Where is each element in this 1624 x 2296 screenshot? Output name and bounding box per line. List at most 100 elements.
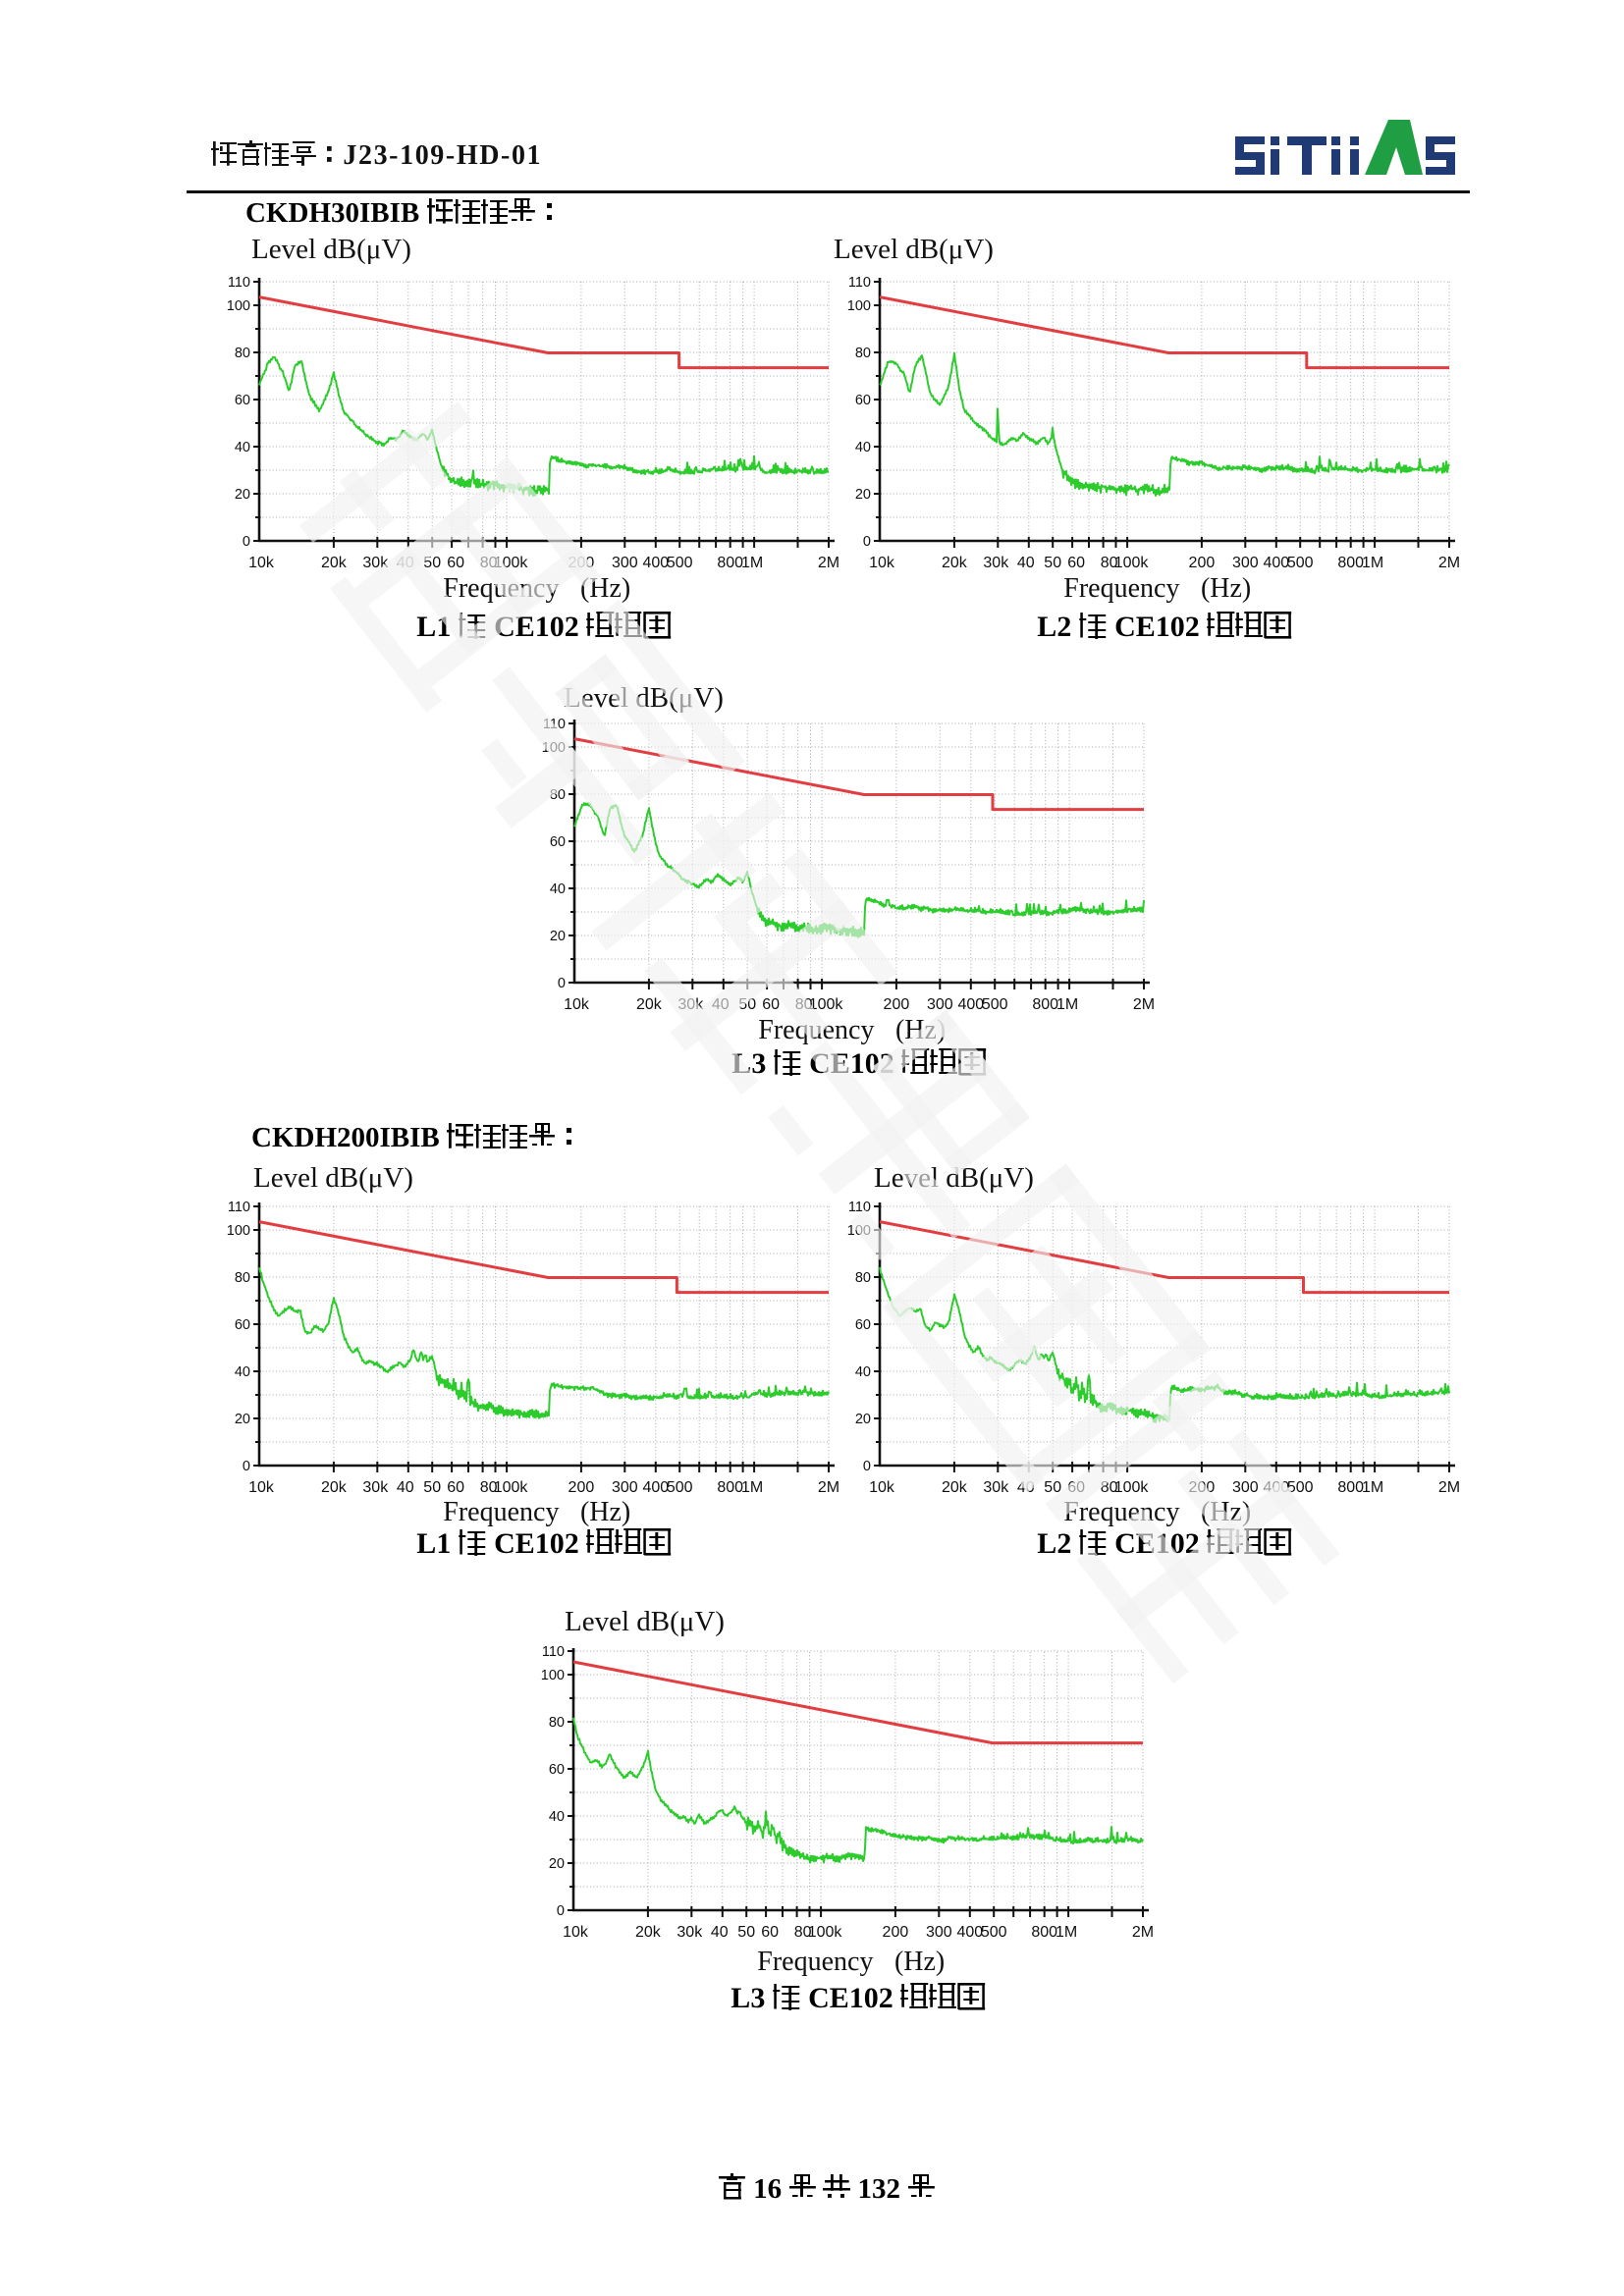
svg-text:0: 0 [243, 1459, 250, 1474]
svg-text:100k: 100k [1114, 1479, 1150, 1496]
svg-text:10k: 10k [869, 1479, 895, 1496]
svg-text:80: 80 [235, 1270, 250, 1286]
svg-text:60: 60 [549, 1762, 565, 1778]
svg-text:20k: 20k [635, 1924, 662, 1941]
svg-text:60: 60 [761, 1924, 779, 1941]
svg-text:1M: 1M [1056, 996, 1078, 1013]
svg-text:100k: 100k [494, 1479, 529, 1496]
svg-text:60: 60 [235, 1317, 250, 1333]
svg-text:20: 20 [235, 487, 250, 503]
svg-text:20k: 20k [636, 996, 663, 1013]
svg-text:60: 60 [447, 1479, 464, 1496]
svg-text:30k: 30k [362, 1479, 389, 1496]
svg-text:800: 800 [1337, 555, 1364, 571]
svg-text:110: 110 [542, 1644, 565, 1660]
svg-text:40: 40 [711, 1924, 729, 1941]
svg-text:300: 300 [926, 1924, 952, 1941]
svg-text:10k: 10k [564, 996, 590, 1013]
svg-text:20: 20 [235, 1412, 250, 1427]
svg-text:500: 500 [1287, 555, 1314, 571]
svg-text:30k: 30k [677, 1924, 703, 1941]
svg-text:80: 80 [480, 1479, 498, 1496]
svg-text:60: 60 [1067, 1479, 1085, 1496]
svg-text:500: 500 [667, 555, 693, 571]
svg-text:60: 60 [447, 555, 464, 571]
svg-text:80: 80 [549, 1715, 565, 1731]
svg-text:200: 200 [1189, 1479, 1216, 1496]
svg-text:40: 40 [397, 1479, 414, 1496]
svg-text:800: 800 [1031, 1924, 1057, 1941]
svg-text:40: 40 [712, 996, 730, 1013]
svg-text:2M: 2M [818, 555, 839, 571]
svg-text:0: 0 [558, 976, 566, 991]
svg-text:110: 110 [848, 275, 871, 291]
svg-text:20k: 20k [942, 1479, 968, 1496]
svg-text:300: 300 [612, 555, 638, 571]
svg-text:20: 20 [549, 1856, 565, 1872]
svg-text:110: 110 [228, 1200, 250, 1215]
svg-text:100k: 100k [809, 996, 844, 1013]
svg-text:2M: 2M [1438, 1479, 1460, 1496]
svg-text:2M: 2M [1132, 1924, 1154, 1941]
svg-text:50: 50 [738, 996, 756, 1013]
svg-text:100k: 100k [494, 555, 529, 571]
svg-text:80: 80 [855, 1270, 871, 1286]
svg-text:30k: 30k [983, 555, 1009, 571]
svg-text:40: 40 [550, 881, 566, 897]
svg-text:10k: 10k [248, 1479, 275, 1496]
svg-text:80: 80 [550, 787, 566, 803]
svg-text:40: 40 [397, 555, 414, 571]
svg-text:80: 80 [855, 346, 871, 361]
svg-text:20k: 20k [942, 555, 968, 571]
svg-text:500: 500 [1287, 1479, 1314, 1496]
svg-text:2M: 2M [1438, 555, 1460, 571]
svg-text:200: 200 [568, 1479, 595, 1496]
svg-text:1M: 1M [741, 555, 763, 571]
svg-text:0: 0 [243, 534, 250, 550]
svg-text:500: 500 [667, 1479, 693, 1496]
svg-text:60: 60 [1067, 555, 1085, 571]
svg-text:40: 40 [855, 1364, 871, 1380]
svg-text:1M: 1M [741, 1479, 763, 1496]
svg-text:100k: 100k [808, 1924, 843, 1941]
svg-text:0: 0 [557, 1903, 565, 1919]
svg-text:800: 800 [1032, 996, 1058, 1013]
svg-text:40: 40 [235, 440, 250, 455]
svg-text:400: 400 [642, 555, 669, 571]
svg-text:400: 400 [642, 1479, 669, 1496]
svg-text:100k: 100k [1114, 555, 1150, 571]
svg-text:100: 100 [847, 298, 871, 314]
svg-text:30k: 30k [983, 1479, 1009, 1496]
svg-text:2M: 2M [1133, 996, 1155, 1013]
svg-text:1M: 1M [1056, 1924, 1077, 1941]
svg-text:30k: 30k [677, 996, 704, 1013]
svg-text:20: 20 [855, 1412, 871, 1427]
svg-text:200: 200 [883, 1924, 909, 1941]
svg-text:60: 60 [855, 393, 871, 408]
svg-text:60: 60 [550, 834, 566, 850]
svg-text:80: 80 [794, 1924, 812, 1941]
svg-text:40: 40 [855, 440, 871, 455]
svg-text:40: 40 [1017, 1479, 1035, 1496]
svg-text:800: 800 [717, 1479, 743, 1496]
svg-text:20: 20 [550, 929, 566, 944]
svg-text:800: 800 [717, 555, 743, 571]
svg-text:110: 110 [848, 1200, 871, 1215]
svg-text:40: 40 [1017, 555, 1035, 571]
svg-text:50: 50 [1044, 555, 1061, 571]
svg-text:60: 60 [855, 1317, 871, 1333]
svg-text:200: 200 [1189, 555, 1216, 571]
svg-text:500: 500 [982, 996, 1008, 1013]
svg-text:30k: 30k [362, 555, 389, 571]
svg-text:200: 200 [884, 996, 910, 1013]
svg-text:10k: 10k [248, 555, 275, 571]
svg-text:110: 110 [228, 275, 250, 291]
svg-text:60: 60 [762, 996, 780, 1013]
svg-text:1M: 1M [1362, 1479, 1383, 1496]
svg-text:300: 300 [1232, 1479, 1259, 1496]
svg-text:300: 300 [612, 1479, 638, 1496]
svg-text:20k: 20k [321, 555, 348, 571]
svg-text:1M: 1M [1362, 555, 1383, 571]
svg-text:0: 0 [863, 534, 871, 550]
svg-text:100: 100 [227, 298, 250, 314]
